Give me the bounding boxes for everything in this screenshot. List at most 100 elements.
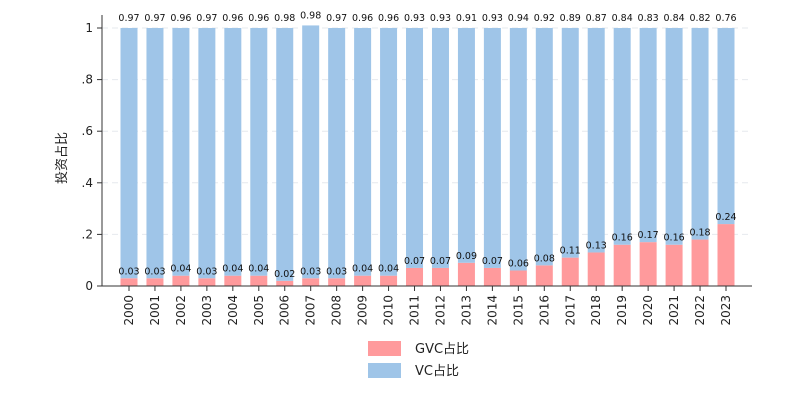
x-tick-label: 2011 [408,295,422,326]
bar-labels: 0.03 0.97 0.03 0.97 0.04 0.96 0.03 0.97 0.04 0.96… [118,10,736,279]
bar-vc [276,28,294,281]
data-label-gvc: 0.16 [612,233,633,244]
y-axis-title: 投资占比 [54,132,70,184]
data-label-vc: 0.96 [170,13,191,24]
bar-gvc [483,267,501,286]
bar-vc [380,28,398,276]
bar-vc [561,28,579,258]
bar-vc [691,28,709,240]
x-tick-label: 2002 [174,295,188,326]
bar-vc [665,28,683,245]
x-tick-label: 2022 [693,295,707,326]
bar-gvc [146,278,164,286]
bar-vc [172,28,190,276]
bar-gvc [639,242,657,286]
x-tick-label: 2005 [252,295,266,326]
data-label-vc: 0.96 [248,13,269,24]
data-label-gvc: 0.03 [196,266,217,277]
x-tick-label: 2009 [356,295,370,326]
bar-gvc [380,275,398,286]
bar-vc [198,28,216,279]
data-label-vc: 0.94 [508,13,529,24]
bars [120,25,735,286]
bar-vc [250,28,268,276]
bar-vc [354,28,372,276]
bar-vc [120,28,138,279]
data-label-vc: 0.92 [534,13,555,24]
data-label-vc: 0.96 [352,13,373,24]
bar-gvc [587,252,605,286]
bar-gvc [665,244,683,286]
bar-gvc [276,280,294,286]
data-label-gvc: 0.02 [274,269,295,280]
data-label-gvc: 0.04 [352,264,373,275]
data-label-vc: 0.93 [404,13,425,24]
x-tick-label: 2010 [382,295,396,326]
bar-gvc [406,267,424,286]
bar-gvc [224,275,242,286]
data-label-vc: 0.83 [638,13,659,24]
bar-vc [302,25,320,279]
bar-vc [431,28,449,268]
legend: GVC占比 VC占比 [368,341,469,379]
bar-gvc [302,278,320,286]
x-tick-label: 2007 [304,295,318,326]
x-tick-label: 2013 [459,295,473,326]
bar-gvc [354,275,372,286]
bar-gvc [198,278,216,286]
bar-vc [587,28,605,253]
x-tick-label: 2000 [122,295,136,326]
legend-label: VC占比 [415,364,459,379]
data-label-vc: 0.97 [144,13,165,24]
x-tick-label: 2012 [433,295,447,326]
bar-gvc [250,275,268,286]
data-label-vc: 0.96 [378,13,399,24]
bar-gvc [535,265,553,286]
data-label-gvc: 0.04 [222,264,243,275]
y-tick-label: .6 [82,124,93,138]
x-tick-label: 2021 [667,295,681,326]
data-label-vc: 0.98 [300,10,321,21]
data-label-gvc: 0.07 [430,256,451,267]
bar-vc [509,28,527,271]
y-tick-label: .4 [82,176,93,190]
y-tick-label: .2 [82,227,93,241]
data-label-vc: 0.96 [222,13,243,24]
bar-vc [535,28,553,266]
x-tick-label: 2023 [719,295,733,326]
data-label-gvc: 0.16 [664,233,685,244]
data-label-gvc: 0.04 [170,264,191,275]
axes: 0 .2 .4 .6 .8 1 2000 2001 2002 2003 2004 2005 2006 20… [82,15,752,326]
data-label-gvc: 0.09 [456,251,477,262]
data-label-gvc: 0.03 [300,266,321,277]
data-label-gvc: 0.08 [534,253,555,264]
x-tick-label: 2006 [278,295,292,326]
data-label-vc: 0.91 [456,13,477,24]
bar-vc [483,28,501,268]
data-label-vc: 0.76 [715,13,736,24]
data-label-vc: 0.84 [664,13,685,24]
x-tick-label: 2015 [511,295,525,326]
legend-swatch [368,363,401,378]
x-tick-label: 2016 [537,295,551,326]
bar-gvc [431,267,449,286]
x-tick-label: 2003 [200,295,214,326]
bar-gvc [691,239,709,286]
data-label-vc: 0.82 [689,13,710,24]
bar-gvc [120,278,138,286]
bar-vc [457,28,475,263]
data-label-gvc: 0.11 [560,246,581,257]
bar-vc [717,28,735,225]
data-label-vc: 0.93 [482,13,503,24]
data-label-gvc: 0.13 [586,240,607,251]
data-label-vc: 0.93 [430,13,451,24]
y-tick-label: .8 [82,73,93,87]
data-label-gvc: 0.03 [144,266,165,277]
legend-label: GVC占比 [415,342,469,357]
bar-vc [224,28,242,276]
data-label-gvc: 0.07 [482,256,503,267]
legend-swatch [368,341,401,356]
data-label-vc: 0.97 [196,13,217,24]
